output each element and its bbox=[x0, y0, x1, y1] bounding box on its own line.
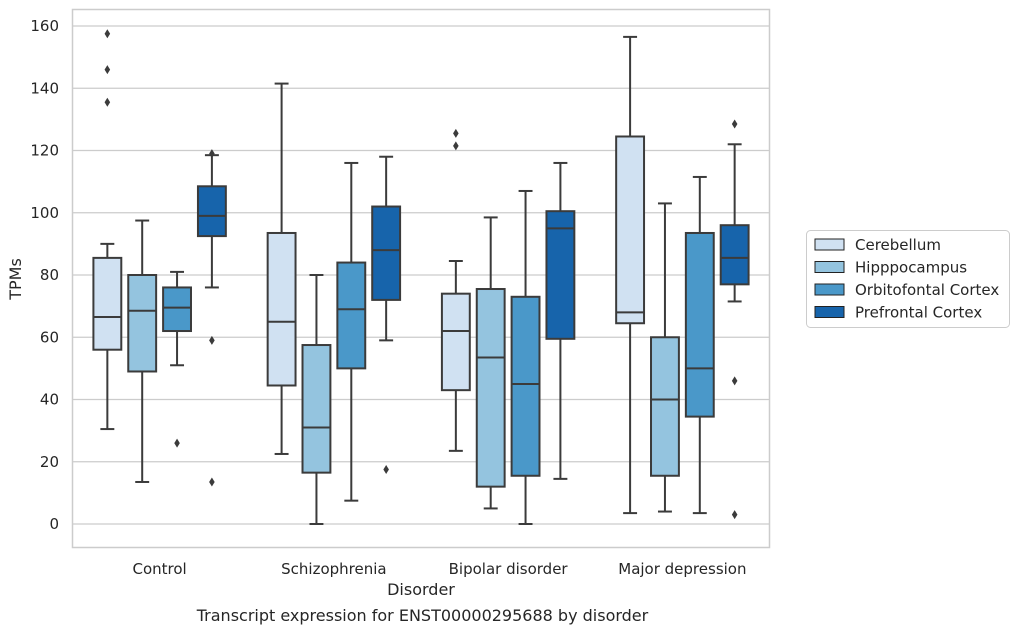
outlier-point bbox=[383, 465, 389, 475]
y-tick-label: 160 bbox=[30, 17, 59, 35]
y-tick-label: 100 bbox=[30, 204, 59, 222]
outlier-point bbox=[209, 149, 215, 159]
outlier-point bbox=[731, 376, 738, 386]
outlier-point bbox=[104, 65, 111, 75]
box-group bbox=[336, 161, 367, 502]
y-tick-label: 20 bbox=[40, 453, 59, 471]
box-group bbox=[92, 29, 123, 431]
box bbox=[650, 336, 680, 477]
box bbox=[266, 231, 297, 387]
box-group bbox=[127, 219, 158, 483]
x-axis-ticks: Control Schizophrenia Bipolar disorder Majo… bbox=[133, 560, 747, 578]
x-tick-label: Bipolar disorder bbox=[449, 560, 569, 578]
y-tick-label: 40 bbox=[40, 391, 59, 409]
box-groups bbox=[92, 29, 750, 525]
box-group bbox=[475, 216, 506, 510]
box bbox=[336, 261, 367, 370]
y-axis-title: TPMs bbox=[6, 258, 25, 301]
box bbox=[684, 231, 715, 418]
legend: Cerebellum Hipppocampus Orbitofontal Corte… bbox=[806, 230, 1010, 328]
legend-items: Cerebellum Hipppocampus Orbitofontal Corte… bbox=[814, 236, 999, 322]
box-group bbox=[545, 161, 576, 480]
y-tick-label: 60 bbox=[40, 328, 59, 346]
box-group bbox=[301, 274, 332, 525]
box-group bbox=[684, 175, 715, 515]
box bbox=[510, 295, 541, 477]
y-tick-label: 80 bbox=[40, 266, 59, 284]
outlier-point bbox=[104, 97, 111, 107]
outlier-point bbox=[453, 128, 459, 138]
box bbox=[615, 135, 646, 325]
x-tick-label: Control bbox=[133, 560, 187, 578]
box bbox=[92, 256, 123, 351]
box bbox=[545, 210, 576, 340]
box bbox=[301, 344, 332, 474]
y-tick-label: 120 bbox=[30, 142, 59, 160]
legend-swatch bbox=[814, 283, 845, 296]
box bbox=[162, 286, 192, 333]
y-axis-ticks: 0 20 40 60 80 100 120 140 160 bbox=[30, 17, 59, 533]
plot-frame bbox=[71, 8, 771, 549]
box bbox=[719, 224, 750, 286]
box bbox=[127, 274, 158, 373]
box-group bbox=[266, 82, 297, 455]
box bbox=[196, 185, 227, 238]
legend-label: Hipppocampus bbox=[855, 259, 967, 277]
legend-swatch bbox=[814, 306, 845, 318]
x-axis-title: Disorder bbox=[387, 580, 455, 599]
box-group bbox=[615, 35, 646, 515]
box bbox=[371, 205, 402, 301]
legend-frame bbox=[806, 230, 1010, 328]
x-tick-label: Major depression bbox=[618, 560, 746, 578]
legend-swatch bbox=[814, 261, 845, 273]
y-tick-label: 140 bbox=[30, 79, 59, 97]
box-group bbox=[719, 119, 750, 520]
legend-label: Cerebellum bbox=[855, 236, 941, 254]
box-group bbox=[650, 202, 680, 513]
y-tick-label: 0 bbox=[49, 515, 59, 533]
outlier-point bbox=[731, 119, 738, 129]
legend-swatch bbox=[814, 238, 845, 251]
outlier-point bbox=[731, 510, 738, 520]
box bbox=[440, 292, 471, 392]
legend-label: Orbitofontal Cortex bbox=[855, 281, 999, 299]
box-group bbox=[440, 128, 471, 452]
legend-label: Prefrontal Cortex bbox=[855, 304, 982, 322]
box-group bbox=[162, 270, 192, 448]
box-group bbox=[371, 155, 402, 475]
box bbox=[475, 288, 506, 488]
chart-caption: Transcript expression for ENST0000029568… bbox=[196, 606, 649, 625]
outlier-point bbox=[209, 477, 215, 487]
box-group bbox=[196, 149, 227, 487]
box-group bbox=[510, 189, 541, 525]
outlier-point bbox=[104, 29, 111, 39]
outlier-point bbox=[453, 141, 459, 151]
outlier-point bbox=[209, 335, 215, 345]
outlier-point bbox=[174, 438, 180, 448]
x-tick-label: Schizophrenia bbox=[281, 560, 386, 578]
grid-lines bbox=[72, 25, 770, 525]
